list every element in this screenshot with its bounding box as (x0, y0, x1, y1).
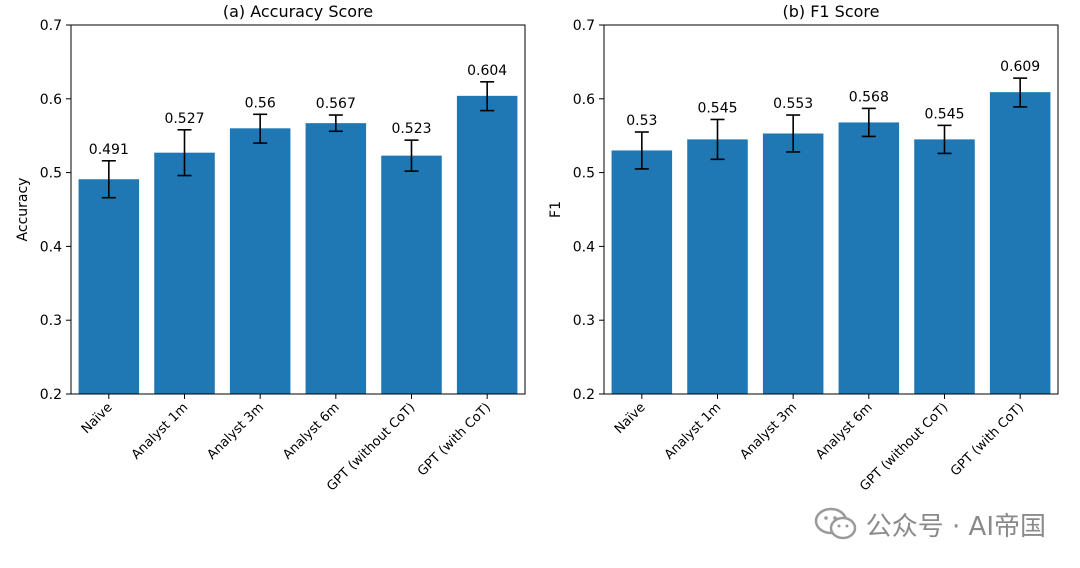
bar (305, 123, 367, 395)
y-axis-label: F1 (548, 201, 564, 218)
y-tick-label: 0.4 (40, 239, 62, 255)
value-label: 0.545 (697, 100, 737, 116)
y-tick-label: 0.7 (573, 18, 595, 34)
y-tick-label: 0.6 (573, 92, 595, 108)
x-tick-label: Analyst 1m (129, 400, 191, 462)
y-tick-label: 0.2 (573, 387, 595, 403)
y-tick-label: 0.5 (40, 166, 62, 182)
y-axis-label: Accuracy (15, 178, 31, 242)
y-tick-label: 0.4 (573, 239, 595, 255)
x-tick-label: Naïve (79, 400, 116, 437)
chart-title: (a) Accuracy Score (223, 2, 373, 21)
value-label: 0.568 (849, 89, 889, 105)
watermark: 公众号 · AI帝国 (814, 506, 1046, 542)
x-tick-label: Naïve (612, 400, 649, 437)
bar (762, 133, 824, 394)
value-label: 0.545 (924, 106, 964, 122)
bar (687, 139, 748, 394)
bar (838, 122, 900, 394)
bar (381, 155, 442, 394)
y-tick-label: 0.7 (40, 18, 62, 34)
x-tick-label: Analyst 6m (813, 400, 875, 462)
value-label: 0.553 (773, 96, 813, 112)
value-label: 0.523 (391, 121, 431, 137)
x-tick-label: Analyst 3m (738, 400, 800, 462)
plot-frame (70, 24, 526, 395)
watermark-text: 公众号 · AI帝国 (865, 511, 1046, 542)
value-label: 0.53 (626, 113, 657, 129)
y-tick-label: 0.2 (40, 387, 62, 403)
accuracy-panel: (a) Accuracy Score Accuracy 0.2 0.3 0.4 0.5 0.… (15, 2, 526, 494)
x-tick-label: GPT (with CoT) (415, 400, 494, 479)
x-tick-label: Analyst 6m (280, 400, 342, 462)
y-tick-label: 0.6 (40, 92, 62, 108)
f1-panel: (b) F1 Score F1 0.2 0.3 0.4 0.5 0.6 0.7 0.53 Naïv… (548, 2, 1059, 494)
bar (456, 95, 518, 395)
x-tick-label: GPT (with CoT) (948, 400, 1027, 479)
x-tick-label: Analyst 1m (662, 400, 724, 462)
bar (914, 139, 975, 394)
value-label: 0.56 (245, 95, 276, 111)
value-label: 0.491 (89, 142, 129, 158)
y-tick-label: 0.3 (573, 313, 595, 329)
y-tick-label: 0.5 (573, 166, 595, 182)
y-tick-label: 0.3 (40, 313, 62, 329)
bar (989, 92, 1051, 395)
chart-title: (b) F1 Score (782, 2, 879, 21)
wechat-icon (814, 507, 856, 540)
value-label: 0.604 (467, 63, 507, 79)
value-label: 0.567 (316, 96, 356, 112)
plot-frame (603, 24, 1059, 395)
bar (229, 128, 291, 394)
bar (154, 152, 215, 394)
bar (611, 150, 673, 394)
bar (78, 179, 140, 394)
x-tick-label: Analyst 3m (205, 400, 267, 462)
value-label: 0.527 (164, 111, 204, 127)
value-label: 0.609 (1000, 59, 1040, 75)
